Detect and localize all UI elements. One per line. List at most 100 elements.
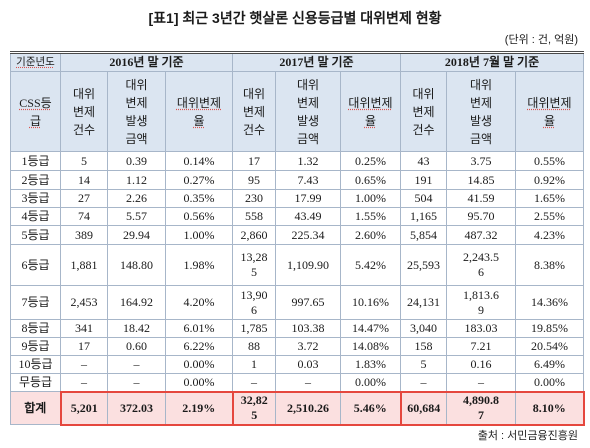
rate-cell: 1.65%: [514, 189, 585, 208]
rate-cell: 8.38%: [514, 244, 585, 286]
measure-header-row: CSS등급 대위변제건수 대위변제발생금액 대위변제율 대위변제건수 대위변제발생금액 대…: [10, 71, 585, 152]
table-row: 무등급 – – 0.00% – – 0.00% – – 0.00%: [10, 373, 585, 392]
cell-value: 2.60%: [355, 227, 386, 242]
cell-value: 27: [78, 191, 90, 205]
cell-value: 5: [81, 153, 87, 168]
cell-value: 225.34: [291, 227, 325, 242]
grade-label: 무등급: [10, 373, 61, 392]
cell-value: 0.55%: [534, 153, 565, 168]
cell-value: 5.42%: [355, 257, 386, 272]
grade-label: 6등급: [10, 244, 61, 286]
cell-value: 0.27%: [183, 172, 215, 187]
count-cell: –: [60, 373, 108, 392]
cell-value: 41.59: [467, 191, 495, 205]
count-cell: 17: [60, 337, 108, 356]
cell-value: 487.32: [464, 227, 498, 242]
table-row: 2등급 14 1.12 0.27% 95 7.43 0.65% 191 14.85 0.92%: [10, 170, 585, 190]
count-cell: 5,854: [400, 225, 447, 245]
cell-value: 372.03: [120, 400, 153, 415]
grade-label: 3등급: [10, 189, 61, 208]
amount-cell: 997.65: [275, 285, 341, 320]
count-cell: 13,285: [232, 244, 276, 286]
cell-value: –: [81, 357, 87, 371]
count-cell: 1,881: [60, 244, 108, 286]
rate-header-label: 대위변제율: [348, 95, 393, 128]
cell-value: 1,165: [410, 209, 437, 223]
count-cell: 230: [232, 189, 276, 208]
table-row: 4등급 74 5.57 0.56% 558 43.49 1.55% 1,165 95.70 2.5…: [10, 207, 585, 226]
rate-cell: 1.55%: [340, 207, 401, 226]
cell-value: 0.60: [126, 339, 147, 353]
cell-value: 29.94: [123, 227, 150, 242]
amount-cell: 2,510.26: [275, 390, 341, 426]
count-cell: 5: [60, 151, 108, 171]
table-row: 7등급 2,453 164.92 4.20% 13,906 997.65 10.16% 24,…: [10, 285, 585, 320]
amount-header-label: 대위변제발생금액: [125, 77, 148, 146]
cell-value: 5.46%: [353, 400, 387, 415]
grade-label: 2등급: [10, 170, 61, 190]
count-cell: 60,684: [399, 390, 447, 426]
cell-value: 2,860: [240, 227, 268, 242]
amount-cell: 17.99: [275, 189, 341, 208]
rate-header: 대위변제율: [514, 71, 585, 152]
cell-value: 1,881: [70, 257, 98, 272]
count-cell: 27: [60, 189, 108, 208]
amount-cell: 4,890.87: [446, 390, 516, 426]
cell-value: 24,131: [407, 295, 440, 309]
rate-cell: 4.23%: [514, 225, 585, 245]
rate-cell: 0.92%: [514, 170, 585, 190]
cell-value: –: [133, 357, 140, 371]
cell-value: 3.75: [470, 153, 492, 168]
cell-value: –: [133, 374, 140, 389]
amount-cell: 2,243.56: [446, 244, 516, 286]
cell-value: 8.10%: [532, 400, 566, 415]
rate-cell: 0.65%: [340, 170, 401, 190]
count-cell: 389: [60, 225, 108, 245]
table-row: 1등급 5 0.39 0.14% 17 1.32 0.25% 43 3.75 0.55%: [10, 151, 585, 171]
cell-value: 389: [75, 227, 93, 242]
amount-cell: –: [107, 373, 166, 392]
count-cell: 74: [60, 207, 108, 226]
amount-cell: 7.43: [275, 170, 341, 190]
cell-value: 6.49%: [534, 357, 565, 371]
cell-value: 19.85%: [531, 321, 568, 335]
page-title: [표1] 최근 3년간 햇살론 신용등급별 대위변제 현황: [148, 10, 442, 26]
cell-value: 4.23%: [534, 227, 565, 242]
rate-cell: 1.98%: [165, 244, 233, 286]
amount-cell: 487.32: [446, 225, 516, 245]
grade-label: 1등급: [10, 151, 61, 171]
amount-cell: –: [275, 373, 341, 392]
count-cell: 17: [232, 151, 276, 171]
corner-grade-label: CSS등급: [19, 95, 52, 128]
count-header-label: 대위변제건수: [412, 86, 435, 137]
amount-cell: 148.80: [107, 244, 166, 286]
cell-value: 6.22%: [183, 339, 215, 353]
amount-cell: 7.21: [446, 337, 516, 356]
rate-cell: 19.85%: [514, 319, 585, 338]
cell-value: 5,854: [410, 227, 437, 242]
table-row: 6등급 1,881 148.80 1.98% 13,285 1,109.90 5.42% 25…: [10, 244, 585, 286]
amount-cell: 1,109.90: [275, 244, 341, 286]
cell-value: 14.36%: [531, 295, 568, 309]
cell-value: –: [81, 374, 87, 389]
cell-value: 17: [248, 153, 260, 168]
cell-value: 0.65%: [355, 172, 386, 187]
table-row: 10등급 – – 0.00% 1 0.03 1.83% 5 0.16 6.49%: [10, 355, 585, 374]
cell-value: 1.55%: [355, 209, 386, 223]
amount-cell: 372.03: [107, 390, 166, 426]
amount-cell: 18.42: [107, 319, 166, 338]
count-cell: 43: [400, 151, 447, 171]
amount-cell: 1.32: [275, 151, 341, 171]
cell-value: 0.16: [470, 357, 492, 371]
cell-value: 1.32: [297, 153, 319, 168]
rate-cell: 0.35%: [165, 189, 233, 208]
amount-cell: 225.34: [275, 225, 341, 245]
table-row: 9등급 17 0.60 6.22% 88 3.72 14.08% 158 7.21 20.54%: [10, 337, 585, 356]
amount-cell: 3.75: [446, 151, 516, 171]
cell-value: 25,593: [407, 257, 440, 272]
amount-header-label: 대위변제발생금액: [296, 77, 320, 146]
cell-value: 14.08%: [352, 339, 389, 353]
cell-value: 0.00%: [355, 374, 386, 389]
cell-value: 1.12: [126, 172, 147, 187]
rate-cell: 5.42%: [340, 244, 401, 286]
